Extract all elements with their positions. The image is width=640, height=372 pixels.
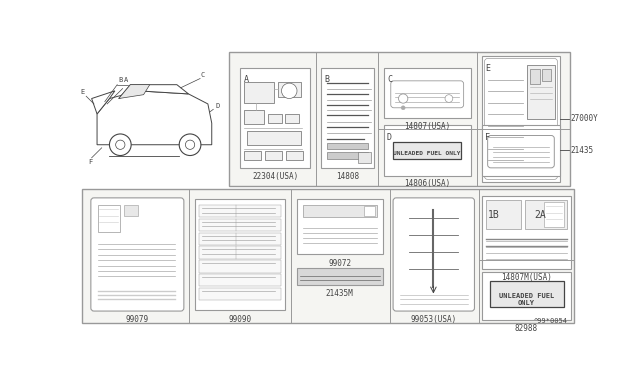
Bar <box>268 114 282 123</box>
Bar <box>195 199 285 310</box>
Bar <box>278 81 301 97</box>
Bar <box>297 199 383 254</box>
Circle shape <box>116 140 125 150</box>
Bar <box>244 151 261 160</box>
Bar <box>303 205 377 217</box>
Bar <box>244 81 274 103</box>
Bar <box>544 202 564 227</box>
Bar <box>527 65 555 119</box>
Bar <box>482 56 560 182</box>
Circle shape <box>179 134 201 155</box>
Bar <box>199 246 281 259</box>
Polygon shape <box>92 91 115 114</box>
Text: E: E <box>485 64 490 73</box>
Bar <box>297 268 383 285</box>
Bar <box>384 68 470 118</box>
FancyBboxPatch shape <box>393 198 474 311</box>
Text: D: D <box>387 133 392 142</box>
Text: 14806(USA): 14806(USA) <box>404 179 451 188</box>
Text: B: B <box>324 76 329 84</box>
Bar <box>124 205 138 216</box>
Text: UNLEADED FUEL: UNLEADED FUEL <box>499 293 554 299</box>
Text: 82988: 82988 <box>515 324 538 333</box>
Bar <box>482 196 572 269</box>
Polygon shape <box>119 85 189 99</box>
Bar <box>482 125 560 176</box>
Bar <box>525 200 568 230</box>
Text: ^99*0054: ^99*0054 <box>534 318 568 324</box>
Bar <box>199 232 281 245</box>
Text: 99053(USA): 99053(USA) <box>410 315 456 324</box>
Bar <box>327 143 367 150</box>
Text: 14807M(USA): 14807M(USA) <box>501 273 552 282</box>
Text: A: A <box>124 77 129 83</box>
Circle shape <box>445 95 452 102</box>
Text: 27000Y: 27000Y <box>571 114 598 123</box>
Text: C: C <box>200 72 205 78</box>
Bar <box>98 205 120 232</box>
Bar <box>482 272 572 320</box>
Bar <box>244 110 264 124</box>
Circle shape <box>401 106 405 110</box>
Bar <box>199 205 281 217</box>
Text: F: F <box>485 133 490 142</box>
Bar <box>199 219 281 231</box>
Bar <box>286 151 303 160</box>
Bar <box>285 114 300 123</box>
Bar <box>199 260 281 273</box>
FancyBboxPatch shape <box>91 198 184 311</box>
Text: B: B <box>118 77 122 83</box>
Text: 1B: 1B <box>488 210 500 220</box>
Circle shape <box>186 140 195 150</box>
Polygon shape <box>119 85 150 99</box>
Text: E: E <box>81 89 84 96</box>
Text: ONLY: ONLY <box>518 300 535 306</box>
Text: 99072: 99072 <box>328 259 351 268</box>
Bar <box>364 206 374 216</box>
Bar <box>83 189 573 323</box>
Text: 14807(USA): 14807(USA) <box>404 122 451 131</box>
Bar <box>490 281 564 307</box>
Bar <box>393 142 461 159</box>
Text: UNLEADED FUEL ONLY: UNLEADED FUEL ONLY <box>394 151 461 156</box>
Circle shape <box>282 83 297 99</box>
Text: 22304(USA): 22304(USA) <box>252 172 298 181</box>
Bar <box>265 151 282 160</box>
Text: F: F <box>88 159 92 166</box>
Polygon shape <box>97 91 212 145</box>
Circle shape <box>109 134 131 155</box>
Bar <box>542 68 551 81</box>
Bar <box>384 125 470 176</box>
Text: C: C <box>387 76 392 84</box>
FancyBboxPatch shape <box>488 135 554 168</box>
Text: 21435M: 21435M <box>326 289 353 298</box>
Text: 14808: 14808 <box>336 172 359 181</box>
Bar <box>321 68 374 168</box>
Bar <box>199 288 281 300</box>
Circle shape <box>399 94 408 103</box>
Bar <box>246 131 301 145</box>
Bar <box>327 153 367 158</box>
Text: 99090: 99090 <box>228 315 252 324</box>
FancyBboxPatch shape <box>484 58 557 179</box>
Text: A: A <box>244 76 248 84</box>
Text: 21435: 21435 <box>571 145 594 155</box>
Bar <box>486 200 521 230</box>
Bar <box>358 153 371 163</box>
Text: 99079: 99079 <box>126 315 149 324</box>
Text: 2A: 2A <box>534 210 546 220</box>
Bar <box>199 274 281 286</box>
Bar <box>241 68 310 168</box>
Bar <box>531 68 540 84</box>
Text: D: D <box>216 103 220 109</box>
Bar <box>229 52 570 186</box>
FancyBboxPatch shape <box>391 81 463 108</box>
